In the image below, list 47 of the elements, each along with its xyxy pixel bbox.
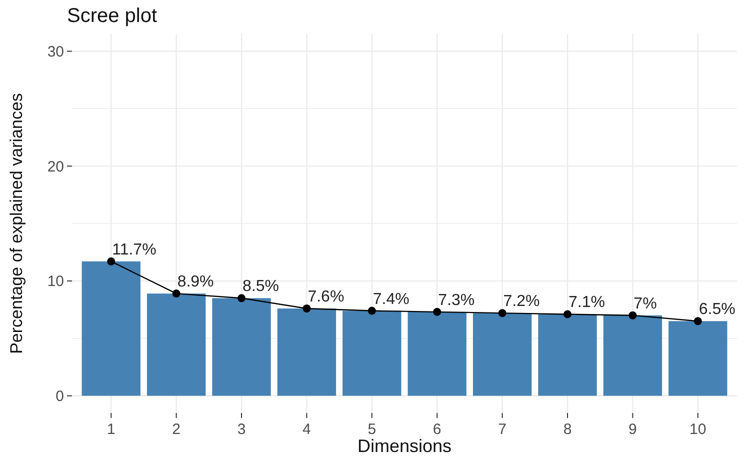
y-tick-label: 10 [47,273,64,290]
point [302,304,311,312]
chart-title: Scree plot [67,5,158,27]
bar [603,315,662,396]
data-label: 7.2% [503,293,540,310]
x-tick-label: 10 [690,421,706,438]
y-tick-label: 0 [56,388,64,406]
bar [212,298,271,396]
point [498,309,506,318]
point [694,317,702,326]
bar [472,313,532,396]
point [628,311,637,320]
point [368,306,376,315]
y-tick-label: 30 [47,43,64,60]
data-label: 8.5% [242,278,279,296]
data-label: 7.3% [438,292,475,309]
x-tick-label: 4 [302,421,311,438]
x-tick-label: 3 [237,421,246,438]
bar [538,314,597,396]
y-tick-label: 20 [47,158,64,176]
x-tick-label: 8 [563,421,572,438]
x-tick-label: 9 [628,421,637,438]
point [172,290,180,298]
bar [668,321,728,396]
data-label: 11.7% [112,241,156,258]
data-label: 8.9% [177,274,214,291]
x-tick-label: 1 [106,421,116,438]
bar [82,261,140,396]
bar [146,294,206,396]
point [563,310,572,318]
x-tick-label: 7 [498,421,506,438]
data-label: 7.1% [568,294,605,312]
data-label: 6.5% [698,301,736,318]
data-label: 7.4% [372,290,410,308]
point [107,257,116,266]
x-tick-label: 2 [172,421,180,438]
bar [342,310,402,396]
x-tick-label: 6 [432,421,442,438]
bar [408,312,466,396]
data-label: 7.6% [308,288,344,306]
bar [277,308,336,396]
x-axis-title: Dimensions [357,436,452,456]
point [238,294,246,302]
x-tick-label: 5 [368,421,376,438]
y-axis-title: Percentage of explained variances [7,93,26,354]
data-label: 7% [634,295,657,312]
point [433,308,442,316]
